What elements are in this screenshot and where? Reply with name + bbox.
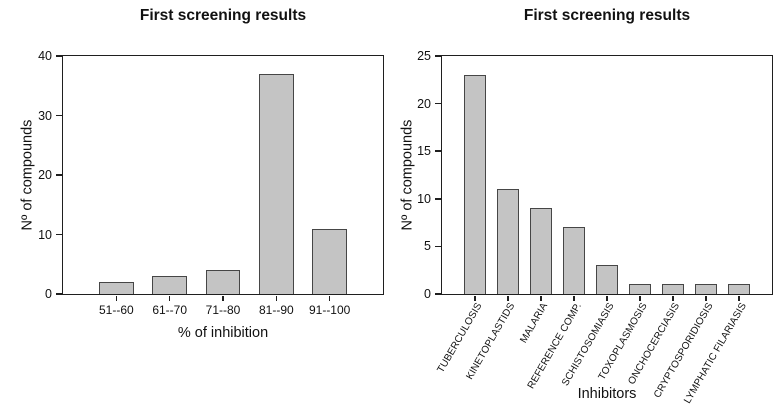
bar bbox=[662, 284, 684, 294]
y-axis-label: Nº of compounds bbox=[399, 119, 416, 231]
y-axis-label-wrap: Nº of compounds bbox=[16, 55, 38, 295]
category-label: MALARIA bbox=[518, 301, 551, 346]
bar bbox=[728, 284, 750, 294]
x-axis-label: % of inhibition bbox=[177, 325, 269, 341]
chart-title: First screening results bbox=[523, 7, 691, 24]
y-tick-label: 20 bbox=[38, 168, 52, 182]
right-chart-panel: First screening results Nº of compounds … bbox=[389, 0, 778, 416]
x-tick-mark bbox=[738, 295, 740, 301]
bar bbox=[497, 189, 519, 294]
bar bbox=[152, 276, 187, 294]
y-tick-mark bbox=[434, 293, 441, 295]
x-tick-mark bbox=[275, 295, 278, 301]
bar bbox=[596, 265, 618, 294]
category-label: 81--90 bbox=[258, 303, 294, 317]
y-tick-mark bbox=[434, 198, 441, 200]
bar bbox=[629, 284, 651, 294]
y-tick-label: 0 bbox=[45, 287, 52, 301]
x-tick-mark bbox=[672, 295, 674, 301]
x-tick-mark bbox=[474, 295, 476, 301]
category-label: 71--80 bbox=[205, 303, 241, 317]
left-chart-panel: First screening results Nº of compounds … bbox=[16, 7, 384, 341]
x-tick-mark bbox=[222, 295, 224, 301]
y-tick-label: 5 bbox=[424, 239, 431, 254]
y-tick-mark bbox=[55, 114, 62, 117]
bar bbox=[563, 227, 585, 294]
bar bbox=[695, 284, 717, 294]
x-tick-mark bbox=[573, 295, 575, 301]
x-tick-mark bbox=[639, 295, 641, 301]
y-axis-label-wrap: Nº of compounds bbox=[396, 55, 418, 295]
category-label: 91--100 bbox=[308, 303, 351, 317]
x-tick-mark bbox=[540, 295, 542, 301]
bar bbox=[464, 75, 486, 294]
bar bbox=[205, 270, 241, 294]
x-tick-mark bbox=[705, 295, 707, 301]
x-tick-mark bbox=[606, 295, 608, 301]
y-tick-mark bbox=[55, 233, 62, 236]
y-tick-mark bbox=[434, 55, 441, 57]
y-tick-label: 30 bbox=[38, 108, 52, 123]
plot-area: 0 5 10 15 20 25 TUBERCULOSIS KINETOPLASTIDS MALA… bbox=[417, 49, 773, 406]
x-tick-mark bbox=[168, 295, 171, 301]
y-tick-label: 0 bbox=[424, 287, 431, 301]
y-tick-mark bbox=[55, 55, 62, 57]
category-label: 51--60 bbox=[98, 303, 134, 317]
bar bbox=[530, 208, 552, 294]
y-tick-mark bbox=[434, 245, 441, 248]
x-tick-mark bbox=[507, 295, 509, 301]
x-axis-label: Inhibitors bbox=[577, 386, 637, 402]
y-tick-mark bbox=[434, 102, 441, 105]
y-axis-label: Nº of compounds bbox=[19, 119, 36, 231]
y-tick-label: 20 bbox=[417, 96, 431, 111]
y-tick-label: 10 bbox=[38, 227, 52, 242]
y-tick-label: 15 bbox=[417, 144, 431, 159]
y-tick-label: 40 bbox=[38, 49, 52, 63]
category-label: 61--70 bbox=[152, 303, 187, 317]
bar bbox=[312, 228, 347, 294]
x-tick-mark bbox=[328, 295, 331, 301]
plot-area: 0 10 20 30 40 51--60 61--70 71--80 81--90 91--100 bbox=[38, 49, 384, 317]
bar bbox=[99, 282, 134, 294]
x-tick-mark bbox=[115, 295, 118, 301]
y-tick-label: 10 bbox=[417, 191, 431, 206]
y-tick-label: 25 bbox=[417, 49, 431, 63]
y-tick-mark bbox=[55, 174, 62, 176]
y-tick-mark bbox=[434, 150, 441, 152]
chart-title: First screening results bbox=[139, 7, 307, 24]
bar bbox=[259, 73, 294, 294]
y-tick-mark bbox=[55, 293, 62, 295]
